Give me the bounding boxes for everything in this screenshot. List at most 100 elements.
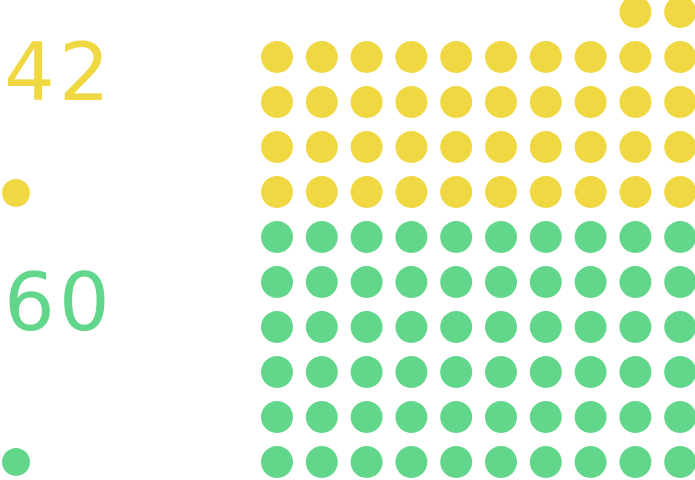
green-dot: [395, 311, 428, 343]
green-dot: [395, 401, 428, 433]
yellow-dot: [440, 41, 473, 73]
yellow-dot: [350, 86, 383, 118]
yellow-dot: [395, 131, 428, 163]
yellow-dot: [619, 131, 652, 163]
green-dot: [261, 446, 293, 478]
green-dot: [395, 356, 428, 388]
green-dot: [485, 356, 517, 388]
green-dot: [619, 266, 652, 298]
yellow-dot: [574, 176, 607, 208]
green-dot: [261, 401, 293, 433]
yellow-dot: [664, 176, 695, 208]
yellow-series-legend-dot: [2, 179, 30, 207]
green-dot: [485, 401, 517, 433]
yellow-dot: [395, 86, 428, 118]
yellow-dot: [619, 0, 652, 28]
green-dot: [574, 221, 607, 253]
yellow-dot: [350, 131, 383, 163]
green-dot: [664, 356, 695, 388]
yellow-dot: [529, 41, 562, 73]
yellow-dot: [485, 131, 517, 163]
green-dot: [485, 221, 517, 253]
green-dot: [350, 356, 383, 388]
yellow-dot: [529, 86, 562, 118]
green-dot: [529, 221, 562, 253]
yellow-dot: [305, 86, 338, 118]
yellow-dot: [664, 0, 695, 28]
green-dot: [350, 401, 383, 433]
green-series-value: 60: [4, 256, 114, 349]
yellow-dot: [664, 86, 695, 118]
green-dot: [619, 356, 652, 388]
green-dot: [529, 311, 562, 343]
green-dot: [619, 221, 652, 253]
green-dot: [261, 266, 293, 298]
yellow-dot: [574, 131, 607, 163]
green-dot: [619, 446, 652, 478]
green-dot: [440, 446, 473, 478]
yellow-dot: [664, 131, 695, 163]
yellow-dot: [440, 131, 473, 163]
yellow-series-value: 42: [4, 26, 114, 119]
green-dot: [574, 446, 607, 478]
green-dot: [261, 221, 293, 253]
yellow-dot: [305, 176, 338, 208]
yellow-dot: [305, 131, 338, 163]
green-dot: [485, 311, 517, 343]
green-dot: [529, 446, 562, 478]
green-dot: [440, 401, 473, 433]
yellow-dot: [395, 41, 428, 73]
yellow-dot: [440, 176, 473, 208]
yellow-dot: [619, 86, 652, 118]
green-dot: [529, 356, 562, 388]
green-dot: [350, 221, 383, 253]
yellow-dot: [261, 131, 293, 163]
yellow-dot: [619, 176, 652, 208]
green-dot: [485, 266, 517, 298]
green-dot: [664, 446, 695, 478]
green-dot: [619, 401, 652, 433]
green-dot: [574, 311, 607, 343]
yellow-dot: [574, 41, 607, 73]
green-dot: [395, 221, 428, 253]
yellow-dot: [574, 86, 607, 118]
green-series-legend-dot: [2, 448, 30, 476]
green-dot: [574, 356, 607, 388]
green-dot: [305, 266, 338, 298]
green-dot: [305, 311, 338, 343]
yellow-dot: [485, 41, 517, 73]
green-dot: [305, 401, 338, 433]
yellow-dot: [440, 86, 473, 118]
green-dot: [440, 311, 473, 343]
green-dot: [664, 401, 695, 433]
green-dot: [619, 311, 652, 343]
green-dot: [395, 446, 428, 478]
yellow-dot: [350, 176, 383, 208]
green-dot: [664, 311, 695, 343]
yellow-dot: [395, 176, 428, 208]
yellow-dot: [261, 86, 293, 118]
green-dot: [350, 446, 383, 478]
yellow-dot: [261, 176, 293, 208]
yellow-dot: [664, 41, 695, 73]
green-dot: [261, 356, 293, 388]
yellow-dot: [485, 86, 517, 118]
green-dot: [529, 266, 562, 298]
green-dot: [574, 401, 607, 433]
yellow-dot: [529, 131, 562, 163]
green-dot: [664, 221, 695, 253]
green-dot: [305, 221, 338, 253]
green-dot: [305, 446, 338, 478]
yellow-dot: [619, 41, 652, 73]
green-dot: [395, 266, 428, 298]
yellow-dot: [529, 176, 562, 208]
yellow-dot: [261, 41, 293, 73]
green-dot: [574, 266, 607, 298]
green-dot: [261, 311, 293, 343]
green-dot: [350, 311, 383, 343]
green-dot: [305, 356, 338, 388]
green-dot: [350, 266, 383, 298]
green-dot: [440, 356, 473, 388]
yellow-dot: [305, 41, 338, 73]
